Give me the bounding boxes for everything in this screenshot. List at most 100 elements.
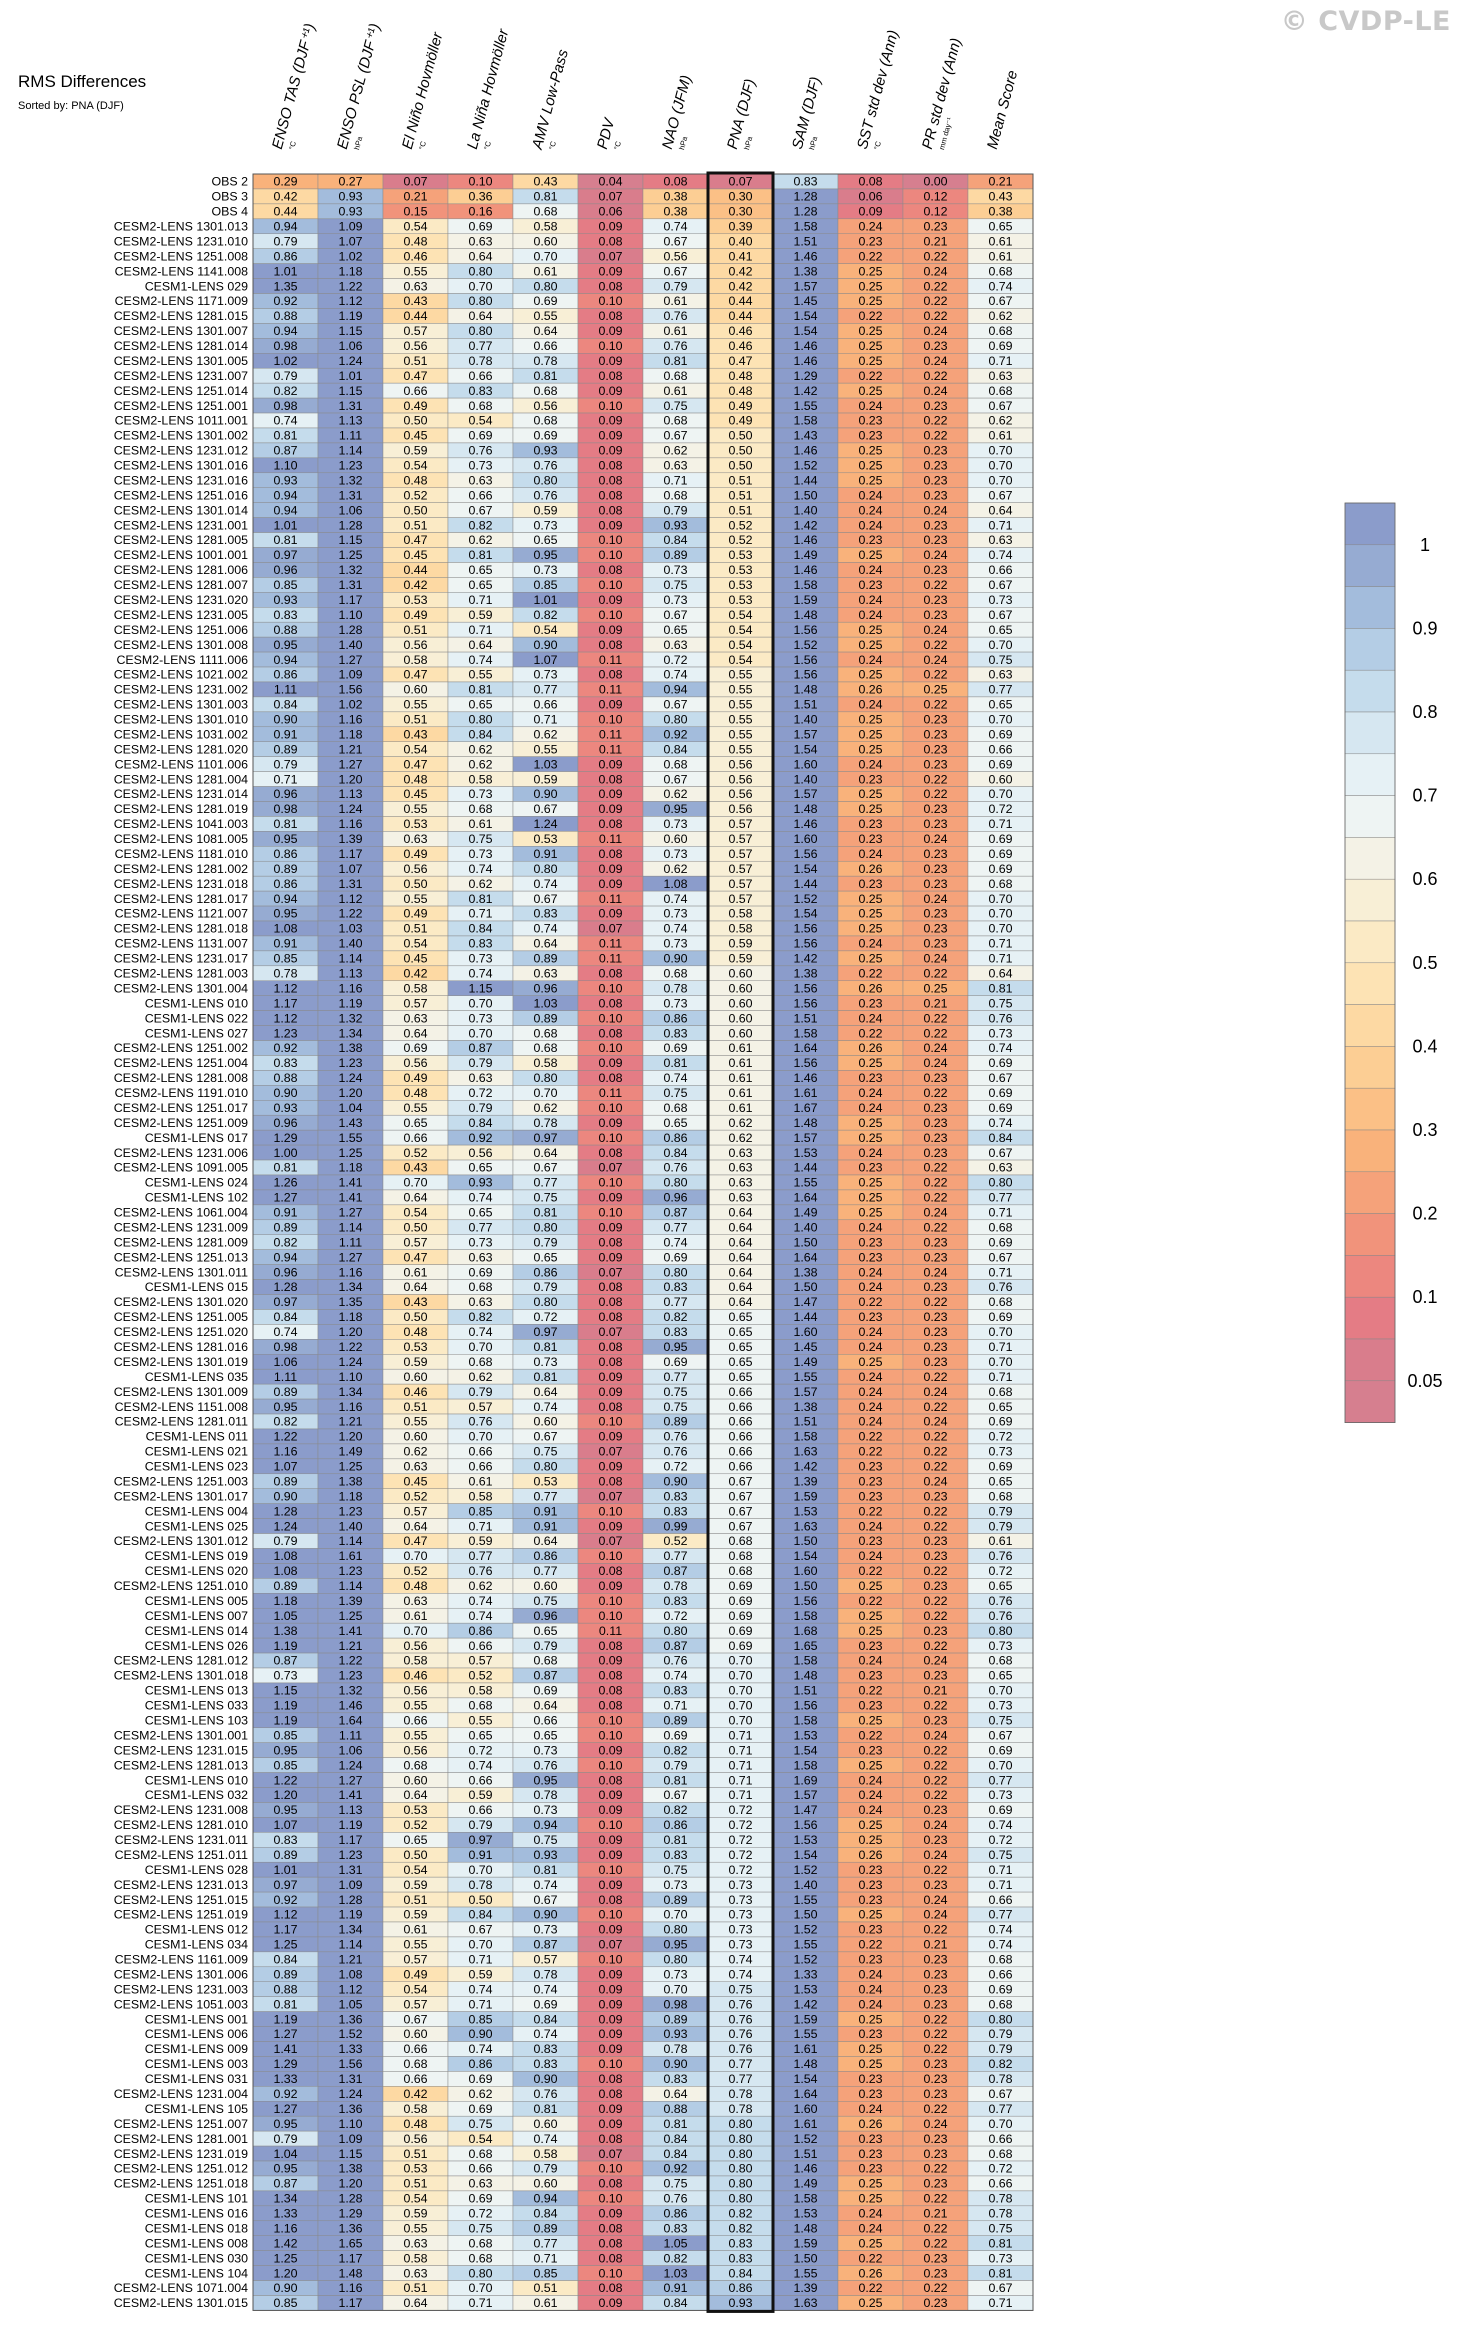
cell-value: 0.74	[728, 1953, 752, 1967]
cell-value: 1.40	[338, 638, 362, 652]
cell-value: 0.08	[598, 473, 622, 487]
cell-value: 1.05	[663, 2236, 687, 2250]
cell-value: 0.56	[403, 339, 427, 353]
cell-value: 0.70	[988, 1325, 1012, 1339]
cell-value: 0.92	[273, 1041, 297, 1055]
column-header: ENSO PSL (DJF⁺¹)hPa	[334, 22, 384, 151]
cell-value: 0.57	[468, 1400, 492, 1414]
row-label: CESM2-LENS 1301.016	[114, 459, 248, 473]
cell-value: 0.63	[988, 369, 1012, 383]
column-header-unit: °C	[287, 140, 298, 151]
cell-value: 0.63	[533, 966, 557, 980]
cell-value: 1.54	[793, 1848, 817, 1862]
cell-value: 0.86	[468, 1624, 492, 1638]
row-label: CESM2-LENS 1101.006	[115, 757, 248, 771]
cell-value: 0.23	[858, 832, 882, 846]
row-label: CESM2-LENS 1251.014	[114, 384, 248, 398]
cell-value: 0.23	[858, 1489, 882, 1503]
row-label: CESM1-LENS 032	[145, 1788, 248, 1802]
cell-value: 1.52	[793, 2132, 817, 2146]
cell-value: 0.09	[598, 1878, 622, 1892]
cell-value: 0.22	[858, 1504, 882, 1518]
cell-value: 1.52	[793, 459, 817, 473]
cell-value: 0.30	[728, 205, 752, 219]
cell-value: 0.86	[468, 2057, 492, 2071]
row-label: CESM2-LENS 1251.010	[114, 1579, 248, 1593]
cell-value: 0.69	[988, 1743, 1012, 1757]
cell-value: 0.22	[923, 429, 947, 443]
cell-value: 0.66	[468, 1639, 492, 1653]
cell-value: 0.95	[273, 2117, 297, 2131]
cell-value: 0.66	[468, 1773, 492, 1787]
cell-value: 1.02	[338, 698, 362, 712]
cell-value: 0.09	[598, 1056, 622, 1070]
cell-value: 0.09	[598, 1803, 622, 1817]
cell-value: 0.64	[403, 2296, 427, 2310]
cell-value: 0.65	[533, 1624, 557, 1638]
cell-value: 0.76	[663, 1654, 687, 1668]
cell-value: 1.36	[338, 2012, 362, 2026]
cell-value: 1.27	[338, 1773, 362, 1787]
cell-value: 0.51	[403, 354, 427, 368]
cell-value: 1.41	[338, 1191, 362, 1205]
cell-value: 1.68	[793, 1624, 817, 1638]
cell-value: 0.67	[728, 1489, 752, 1503]
cell-value: 0.23	[923, 608, 947, 622]
cell-value: 0.24	[858, 219, 882, 233]
cell-value: 0.22	[923, 2012, 947, 2026]
cell-value: 0.08	[598, 1026, 622, 1040]
cell-value: 0.66	[468, 1803, 492, 1817]
cell-value: 0.24	[858, 1370, 882, 1384]
cell-value: 0.74	[663, 668, 687, 682]
cell-value: 0.69	[988, 1235, 1012, 1249]
cell-value: 0.53	[533, 1474, 557, 1488]
colorbar-swatch	[1344, 628, 1396, 671]
cell-value: 0.55	[728, 683, 752, 697]
cell-value: 0.22	[858, 309, 882, 323]
cell-value: 0.47	[403, 1250, 427, 1264]
cell-value: 0.77	[988, 1773, 1012, 1787]
row-label: CESM1-LENS 017	[145, 1131, 248, 1145]
cell-value: 0.89	[273, 862, 297, 876]
cell-value: 1.63	[793, 2296, 817, 2310]
row-label: CESM1-LENS 012	[145, 1923, 248, 1937]
cell-value: 0.49	[403, 1967, 427, 1981]
cell-value: 0.48	[403, 1325, 427, 1339]
row-label: CESM2-LENS 1251.008	[114, 249, 248, 263]
cell-value: 0.83	[663, 1848, 687, 1862]
cell-value: 0.71	[988, 354, 1012, 368]
cell-value: 0.23	[923, 2132, 947, 2146]
cell-value: 1.58	[793, 414, 817, 428]
cell-value: 0.51	[403, 922, 427, 936]
colorbar-tick-label: 0.4	[1412, 1036, 1437, 1056]
cell-value: 0.10	[598, 2162, 622, 2176]
cell-value: 0.74	[663, 892, 687, 906]
cell-value: 0.69	[663, 1728, 687, 1742]
cell-value: 0.83	[533, 2042, 557, 2056]
cell-value: 0.89	[273, 1474, 297, 1488]
cell-value: 0.76	[468, 444, 492, 458]
cell-value: 0.52	[403, 1564, 427, 1578]
cell-value: 1.28	[273, 1280, 297, 1294]
cell-value: 0.22	[858, 369, 882, 383]
row-label: CESM1-LENS 030	[145, 2251, 248, 2265]
cell-value: 0.65	[533, 1250, 557, 1264]
cell-value: 0.55	[403, 2221, 427, 2235]
cell-value: 0.74	[468, 1758, 492, 1772]
row-label: CESM1-LENS 014	[145, 1624, 248, 1638]
cell-value: 0.76	[533, 459, 557, 473]
cell-value: 0.70	[988, 907, 1012, 921]
cell-value: 1.53	[793, 1504, 817, 1518]
cell-value: 0.66	[728, 1445, 752, 1459]
cell-value: 0.66	[468, 1445, 492, 1459]
cell-value: 0.50	[403, 1848, 427, 1862]
cell-value: 1.56	[793, 996, 817, 1010]
cell-value: 0.22	[923, 1699, 947, 1713]
cell-value: 0.53	[728, 578, 752, 592]
row-label: CESM2-LENS 1231.014	[114, 787, 248, 801]
cell-value: 0.65	[988, 1579, 1012, 1593]
cell-value: 0.61	[533, 264, 557, 278]
cell-value: 0.76	[533, 488, 557, 502]
cell-value: 0.72	[988, 1564, 1012, 1578]
cell-value: 0.61	[468, 817, 492, 831]
